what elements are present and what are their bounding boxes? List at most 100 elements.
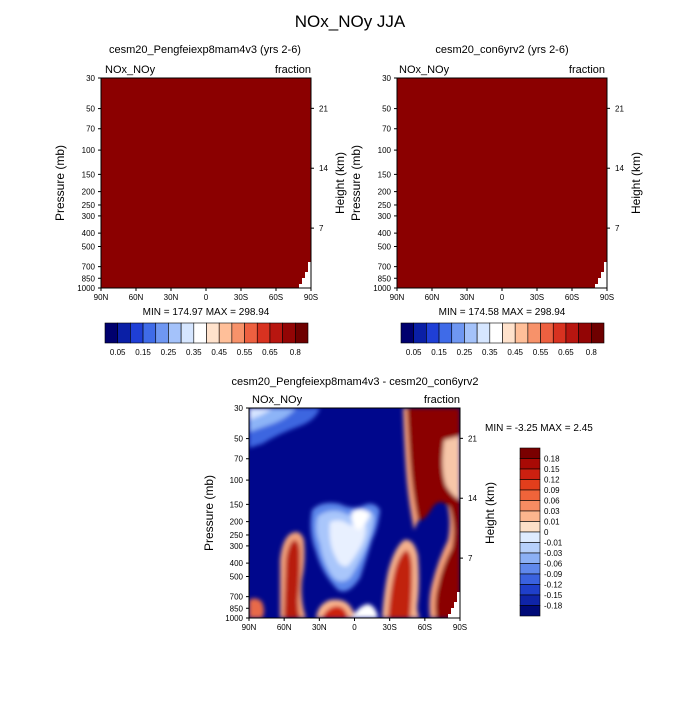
y2-tick-label: 14	[319, 164, 328, 173]
colorbar-swatch	[519, 479, 541, 491]
colorbar-swatch	[519, 605, 541, 617]
colorbar-label: 0.25	[457, 348, 473, 357]
y-tick-label: 400	[230, 559, 244, 568]
panel-3-corner-right: fraction	[424, 394, 460, 406]
y-tick-label: 300	[378, 212, 392, 221]
y-tick-label: 250	[378, 201, 392, 210]
x-tick-label: 0	[204, 293, 209, 302]
y-tick-label: 500	[230, 572, 244, 581]
panel-2-corner-right: fraction	[569, 64, 605, 76]
panel-3-missing-data-corner	[448, 592, 460, 618]
colorbar-swatch	[502, 322, 516, 344]
colorbar-swatch	[578, 322, 592, 344]
x-tick-label: 30N	[312, 623, 327, 632]
x-tick-label: 30S	[383, 623, 397, 632]
panel-2-y2-ticks: 21 14 7	[607, 104, 624, 233]
y-tick-label: 150	[378, 170, 392, 179]
y2-tick-label: 14	[468, 494, 477, 503]
colorbar-label: 0.12	[544, 476, 560, 485]
panel-1-y2-ticks: 21 14 7	[311, 104, 328, 233]
colorbar-swatch	[565, 322, 579, 344]
y-tick-label: 100	[230, 476, 244, 485]
panel-1: cesm20_Pengfeiexp8mam4v3 (yrs 2-6) NOx_N…	[53, 44, 347, 357]
colorbar-swatch	[269, 322, 283, 344]
colorbar-label: 0.09	[544, 486, 560, 495]
colorbar-swatch	[206, 322, 220, 344]
colorbar-label: 0.55	[237, 348, 253, 357]
colorbar-swatch	[519, 573, 541, 585]
x-tick-label: 90S	[453, 623, 467, 632]
colorbar-label: 0.8	[586, 348, 598, 357]
panel-2-corner-left: NOx_NOy	[399, 64, 450, 76]
colorbar-label: 0	[544, 528, 549, 537]
y-tick-label: 1000	[373, 284, 391, 293]
y2-tick-label: 7	[468, 554, 473, 563]
x-tick-label: 90S	[304, 293, 318, 302]
panel-2-missing-data-corner	[595, 262, 607, 288]
colorbar-swatch	[451, 322, 465, 344]
y-tick-label: 700	[82, 263, 96, 272]
colorbar-label: 0.01	[544, 518, 560, 527]
colorbar-label: 0.8	[290, 348, 302, 357]
y2-tick-label: 21	[319, 104, 328, 113]
colorbar-swatch	[519, 552, 541, 564]
panel-3-stats: MIN = -3.25 MAX = 2.45	[485, 423, 593, 434]
figure-title: NOx_NOy JJA	[295, 12, 406, 31]
x-tick-label: 30S	[234, 293, 248, 302]
panel-2-y2-axis-label: Height (km)	[629, 152, 643, 214]
colorbar-swatch	[519, 594, 541, 606]
colorbar-label: 0.55	[533, 348, 549, 357]
y-tick-label: 1000	[225, 614, 243, 623]
colorbar-swatch	[168, 322, 182, 344]
y-tick-label: 50	[382, 105, 391, 114]
y2-tick-label: 21	[615, 104, 624, 113]
x-tick-label: 30N	[460, 293, 475, 302]
colorbar-swatch	[464, 322, 478, 344]
x-tick-label: 90N	[390, 293, 405, 302]
panel-3: cesm20_Pengfeiexp8mam4v3 - cesm20_con6yr…	[202, 376, 593, 632]
panel-1-stats: MIN = 174.97 MAX = 298.94	[143, 307, 270, 318]
panel-3-y-axis-label: Pressure (mb)	[202, 475, 216, 551]
x-tick-label: 60S	[418, 623, 432, 632]
x-tick-label: 60N	[129, 293, 144, 302]
colorbar-label: 0.15	[544, 465, 560, 474]
colorbar-swatch	[519, 468, 541, 480]
colorbar-swatch	[514, 322, 529, 344]
colorbar-swatch	[295, 322, 309, 344]
colorbar-swatch	[231, 322, 245, 344]
y-tick-label: 50	[234, 435, 243, 444]
y-tick-label: 850	[82, 274, 96, 283]
panel-1-corner-left: NOx_NOy	[105, 64, 156, 76]
panel-3-corner-left: NOx_NOy	[252, 394, 303, 406]
colorbar-swatch	[117, 322, 131, 344]
colorbar-label: -0.03	[544, 549, 563, 558]
colorbar-label: -0.12	[544, 581, 563, 590]
panel-2: cesm20_con6yrv2 (yrs 2-6) NOx_NOy fracti…	[349, 44, 643, 357]
colorbar-swatch	[552, 322, 567, 344]
colorbar-swatch	[193, 322, 207, 344]
x-tick-label: 0	[500, 293, 505, 302]
colorbar-label: -0.18	[544, 602, 563, 611]
panel-3-colorbar: 0.180.15 0.120.09 0.060.03 0.010 -0.01-0.03 -…	[519, 447, 563, 617]
y-tick-label: 70	[382, 125, 391, 134]
colorbar-label: -0.09	[544, 570, 563, 579]
panel-2-y-axis-label: Pressure (mb)	[349, 145, 363, 221]
y-tick-label: 30	[382, 74, 391, 83]
x-tick-label: 30N	[164, 293, 179, 302]
y-tick-label: 300	[82, 212, 96, 221]
y-tick-label: 200	[230, 518, 244, 527]
colorbar-swatch	[591, 322, 605, 344]
colorbar-swatch	[104, 322, 118, 344]
y2-tick-label: 7	[615, 224, 620, 233]
colorbar-swatch	[519, 584, 541, 596]
panel-1-title: cesm20_Pengfeiexp8mam4v3 (yrs 2-6)	[109, 44, 301, 56]
panel-2-colorbar: 0.05 0.15 0.25 0.35 0.45 0.55 0.65 0.8	[400, 322, 605, 357]
y2-tick-label: 7	[319, 224, 324, 233]
panel-3-title: cesm20_Pengfeiexp8mam4v3 - cesm20_con6yr…	[231, 376, 478, 388]
colorbar-swatch	[519, 521, 541, 533]
colorbar-label: -0.15	[544, 591, 563, 600]
x-tick-label: 60S	[565, 293, 579, 302]
y-tick-label: 500	[82, 242, 96, 251]
